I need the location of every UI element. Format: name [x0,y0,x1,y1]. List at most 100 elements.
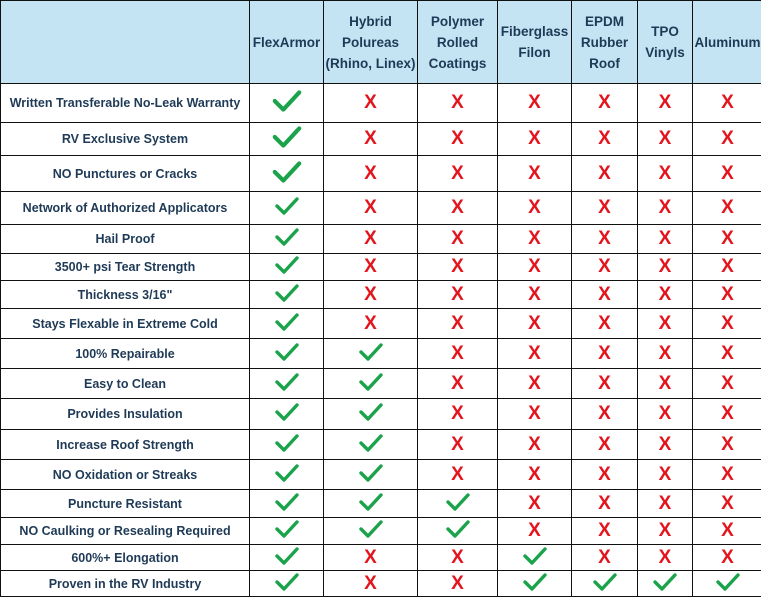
value-cell [250,254,324,281]
check-icon [275,520,299,538]
feature-label: Hail Proof [1,225,250,254]
cross-icon: X [659,343,672,364]
cross-icon: X [364,547,377,568]
cross-icon: X [721,313,734,334]
value-cell: X [498,339,572,369]
value-cell [250,430,324,460]
value-cell: X [572,309,638,339]
cross-icon: X [721,256,734,277]
feature-label: Network of Authorized Applicators [1,192,250,225]
cross-icon: X [528,434,541,455]
cross-icon: X [364,284,377,305]
cross-icon: X [364,92,377,113]
value-cell: X [324,156,418,192]
check-icon [716,573,740,591]
value-cell: X [324,84,418,123]
value-cell [250,225,324,254]
cross-icon: X [721,92,734,113]
check-icon [275,403,299,421]
value-cell [250,369,324,399]
cross-icon: X [721,373,734,394]
cross-icon: X [364,573,377,594]
check-icon [272,161,302,183]
value-cell: X [418,281,498,309]
cross-icon: X [598,228,611,249]
value-cell: X [572,460,638,490]
cross-icon: X [659,434,672,455]
cross-icon: X [659,197,672,218]
cross-icon: X [721,464,734,485]
check-icon [446,520,470,538]
cross-icon: X [528,128,541,149]
value-cell: X [498,430,572,460]
value-cell: X [572,490,638,518]
value-cell: X [572,156,638,192]
cross-icon: X [451,403,464,424]
value-cell: X [693,460,761,490]
cross-icon: X [528,520,541,541]
cross-icon: X [528,403,541,424]
header-aluminum: Aluminum [693,1,761,84]
cross-icon: X [451,228,464,249]
cross-icon: X [721,434,734,455]
value-cell: X [638,309,693,339]
cross-icon: X [659,403,672,424]
cross-icon: X [659,464,672,485]
value-cell: X [572,84,638,123]
check-icon [275,313,299,331]
cross-icon: X [659,92,672,113]
cross-icon: X [659,520,672,541]
check-icon [275,343,299,361]
value-cell: X [498,123,572,156]
feature-label: Easy to Clean [1,369,250,399]
check-icon [359,343,383,361]
check-icon [275,284,299,302]
value-cell: X [693,254,761,281]
cross-icon: X [598,343,611,364]
value-cell [250,460,324,490]
value-cell [324,430,418,460]
value-cell: X [498,309,572,339]
value-cell: X [638,545,693,571]
check-icon [275,197,299,215]
cross-icon: X [451,284,464,305]
value-cell: X [572,369,638,399]
value-cell [498,545,572,571]
cross-icon: X [364,128,377,149]
cross-icon: X [598,464,611,485]
value-cell [250,518,324,545]
cross-icon: X [451,343,464,364]
value-cell: X [498,192,572,225]
value-cell: X [418,369,498,399]
feature-label: 3500+ psi Tear Strength [1,254,250,281]
cross-icon: X [598,493,611,514]
check-icon [359,373,383,391]
value-cell: X [638,490,693,518]
value-cell: X [638,399,693,430]
cross-icon: X [528,92,541,113]
cross-icon: X [598,128,611,149]
cross-icon: X [528,228,541,249]
cross-icon: X [364,163,377,184]
feature-label: Provides Insulation [1,399,250,430]
value-cell: X [693,399,761,430]
value-cell: X [418,571,498,597]
check-icon [359,520,383,538]
value-cell: X [638,281,693,309]
value-cell: X [418,460,498,490]
cross-icon: X [598,520,611,541]
value-cell [324,518,418,545]
check-icon [359,403,383,421]
value-cell: X [324,309,418,339]
value-cell: X [693,518,761,545]
value-cell: X [324,192,418,225]
value-cell: X [693,281,761,309]
check-icon [593,573,617,591]
value-cell: X [498,518,572,545]
value-cell: X [638,369,693,399]
cross-icon: X [598,434,611,455]
cross-icon: X [721,547,734,568]
cross-icon: X [659,163,672,184]
